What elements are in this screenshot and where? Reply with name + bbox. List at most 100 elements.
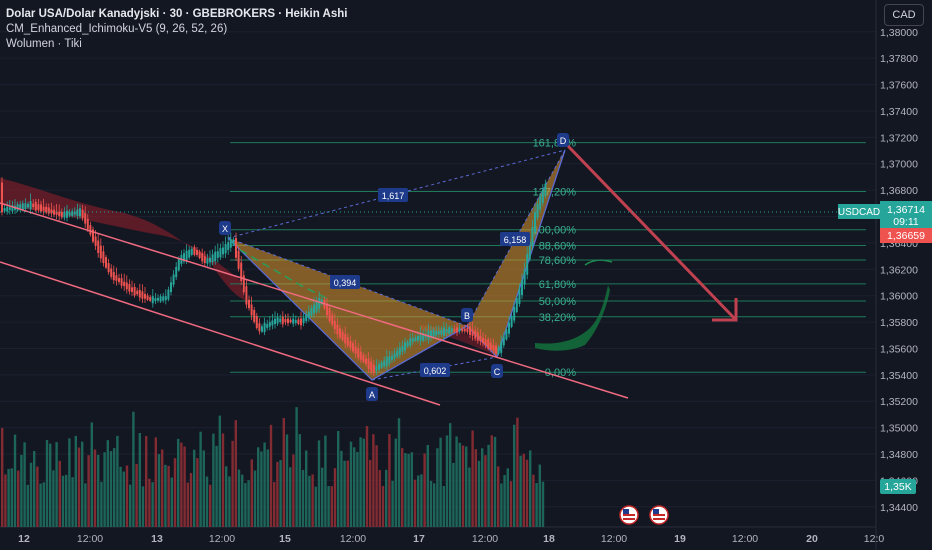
volume-bar	[161, 449, 164, 527]
price-grid	[0, 31, 876, 508]
volume-bar	[490, 435, 493, 527]
candle-body	[448, 327, 451, 335]
flag-stripe	[653, 514, 665, 516]
second-price-badge[interactable]: 1,36659	[887, 230, 925, 242]
volume-bar	[481, 448, 484, 527]
last-price-badge-bg[interactable]	[880, 201, 932, 229]
volume-bar	[541, 481, 545, 527]
volume-bar	[375, 445, 378, 527]
candle-body	[219, 248, 222, 258]
second-price-badge-bg[interactable]	[880, 228, 932, 243]
volume-bar	[343, 460, 346, 527]
candle-body	[510, 316, 513, 327]
volume-bar	[199, 431, 202, 527]
volume-bar	[49, 443, 52, 527]
candle-body	[432, 329, 435, 338]
candle-body	[263, 322, 266, 333]
time-tick-label: 12:0	[864, 533, 885, 545]
candle-body	[237, 250, 240, 269]
candle-body	[193, 247, 196, 255]
volume-bar	[196, 458, 199, 527]
volume-bar	[442, 486, 445, 527]
volume-bar	[308, 475, 311, 527]
last-price-badge[interactable]: 1,36714	[887, 204, 925, 216]
cloud-bull	[535, 285, 610, 351]
candle-body	[346, 337, 349, 346]
candle-body	[487, 339, 490, 349]
candle-body	[430, 330, 432, 339]
price-tick-label: 1,37000	[880, 159, 918, 171]
candle-body	[500, 341, 503, 353]
candle-body	[164, 296, 167, 301]
channel-lower	[0, 261, 441, 406]
volume-bar	[337, 431, 340, 527]
currency-button[interactable]: CAD	[884, 4, 924, 26]
volume-bar	[65, 474, 68, 527]
volume-bar	[221, 433, 225, 527]
volume-bar	[346, 460, 349, 527]
volume-bar	[266, 449, 269, 527]
candle-body	[120, 278, 123, 286]
volume-bars	[1, 407, 545, 527]
candle-body	[310, 308, 313, 316]
ratio-label: 1,617	[382, 191, 405, 201]
price-tick-label: 1,36200	[880, 264, 918, 276]
volume-bar	[365, 426, 369, 527]
price-tick-label: 1,36000	[880, 291, 918, 303]
candle-body	[318, 298, 321, 309]
candle-body	[172, 274, 175, 285]
fib-label: 61,80%	[539, 279, 577, 291]
ratio-label-bg	[420, 363, 450, 377]
candle-body	[461, 328, 464, 332]
candle-body	[476, 332, 479, 341]
candle-body	[198, 251, 201, 259]
candle-body	[526, 253, 529, 275]
candle-body	[453, 328, 456, 332]
fib-levels: 161,80%127,20%100,00%88,60%78,60%61,80%5…	[230, 138, 866, 379]
chart-legend: Dolar USA/Dolar Kanadyjski · 30 · GBEBRO…	[6, 7, 347, 52]
candle-body	[544, 183, 547, 196]
candle-body	[300, 318, 302, 326]
candle-body	[71, 210, 74, 217]
volume-bar	[212, 433, 215, 527]
volume-bar	[170, 477, 173, 527]
price-tick-label: 1,36800	[880, 185, 918, 197]
volume-bar	[20, 454, 23, 527]
symbol-title[interactable]: Dolar USA/Dolar Kanadyjski · 30 · GBEBRO…	[6, 8, 348, 20]
volume-bar	[119, 466, 122, 527]
volume-bar	[353, 447, 356, 527]
candle-body	[216, 251, 219, 258]
candle-body	[3, 208, 6, 212]
candle-body	[115, 275, 118, 281]
volume-bar	[151, 482, 154, 527]
volume-bar	[113, 448, 116, 527]
candle-body	[385, 356, 388, 367]
candle-body	[406, 341, 409, 347]
indicator-ichimoku[interactable]: CM_Enhanced_Ichimoku-V5 (9, 26, 52, 26)	[6, 23, 228, 35]
candle-body	[336, 324, 339, 335]
volume-bar	[423, 453, 426, 527]
candle-body	[16, 204, 19, 211]
candle-body	[144, 294, 146, 299]
candle-body	[531, 227, 534, 246]
candle-body	[253, 309, 256, 322]
candle-body	[125, 282, 128, 290]
time-tick-label: 18	[543, 533, 555, 545]
candle-body	[146, 295, 149, 300]
candle-body	[344, 334, 347, 344]
point-label-bg	[366, 387, 378, 401]
time-tick-label: 12:00	[732, 533, 758, 545]
candle-body	[1, 182, 3, 213]
candle-body	[484, 339, 487, 346]
indicator-volume[interactable]: Wolumen · Tiki	[6, 38, 82, 50]
volume-bar	[93, 449, 97, 527]
ratio-label: 0,602	[424, 366, 447, 376]
candle-body	[84, 213, 87, 224]
volume-bar	[503, 474, 506, 527]
candle-body	[242, 275, 245, 293]
time-tick-label: 12:00	[340, 533, 366, 545]
ratio-label-bg	[378, 188, 408, 202]
volume-bar	[4, 474, 7, 527]
